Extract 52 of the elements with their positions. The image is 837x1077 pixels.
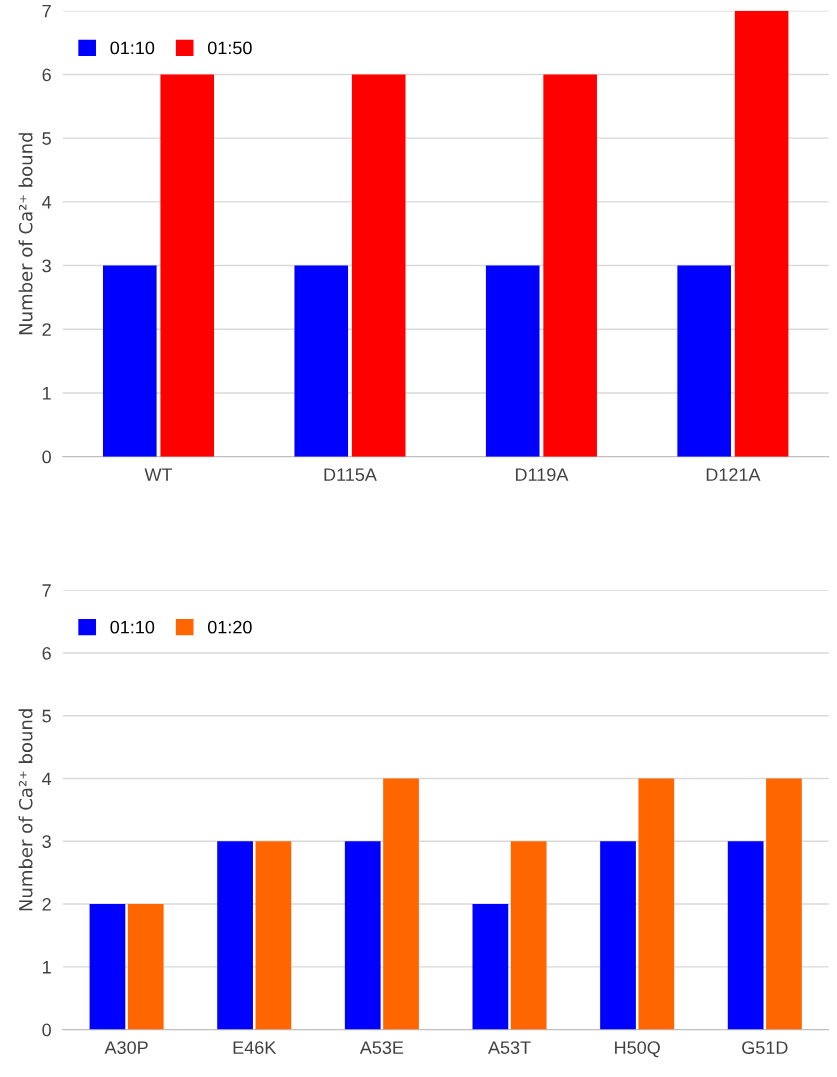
bar — [127, 904, 164, 1030]
bar — [485, 265, 540, 457]
y-tick-label: 1 — [43, 387, 51, 400]
bar — [344, 841, 381, 1030]
y-tick-label: 6 — [42, 68, 51, 82]
y-tick-label: 6 — [42, 646, 51, 660]
y-tick-label: 2 — [42, 323, 51, 336]
legend-label: 01:10 — [110, 620, 155, 634]
y-tick-label: 0 — [42, 1023, 51, 1037]
bar — [472, 904, 509, 1030]
legend-label: 01:20 — [207, 620, 252, 634]
x-tick-label: D121A — [706, 468, 761, 481]
bar — [510, 841, 547, 1030]
y-tick-label: 5 — [42, 709, 51, 723]
x-tick-label: A30P — [104, 1041, 148, 1054]
bar — [89, 904, 126, 1030]
bar — [638, 778, 675, 1030]
y-tick-label: 4 — [42, 195, 52, 209]
bar — [351, 74, 406, 457]
y-tick-label: 3 — [42, 259, 51, 273]
x-tick-label: WT — [144, 468, 173, 481]
bar — [727, 841, 764, 1030]
y-tick-label: 0 — [42, 450, 51, 464]
y-tick-label: 3 — [42, 835, 51, 849]
y-tick-label: 5 — [42, 132, 51, 145]
x-tick-label: D119A — [515, 468, 569, 482]
x-tick-label: A53T — [487, 1041, 531, 1054]
x-tick-label: E46K — [233, 1041, 277, 1054]
x-tick-label: D115A — [324, 468, 377, 482]
bar — [677, 265, 731, 457]
y-tick-label: 7 — [42, 584, 51, 597]
legend-label: 01:50 — [207, 41, 252, 55]
y-tick-label: 1 — [43, 960, 51, 974]
bar — [600, 841, 636, 1030]
bar — [160, 74, 215, 457]
bar — [383, 778, 419, 1030]
bar — [734, 10, 789, 457]
y-tick-label: 2 — [42, 898, 51, 911]
bar — [217, 841, 253, 1030]
legend-label: 01:10 — [110, 41, 155, 55]
x-tick-label: H50Q — [615, 1041, 660, 1058]
y-axis-title: Number of Ca²⁺ bound — [18, 133, 33, 335]
x-tick-label: G51D — [742, 1041, 788, 1054]
bar — [766, 778, 802, 1030]
bar — [294, 265, 349, 457]
bar — [102, 265, 157, 457]
x-tick-label: A53E — [359, 1041, 404, 1054]
bar — [543, 74, 597, 457]
y-tick-label: 7 — [42, 4, 51, 18]
bar — [255, 841, 292, 1030]
y-axis-title: Number of Ca²⁺ bound — [18, 709, 33, 911]
y-tick-label: 4 — [42, 772, 52, 786]
